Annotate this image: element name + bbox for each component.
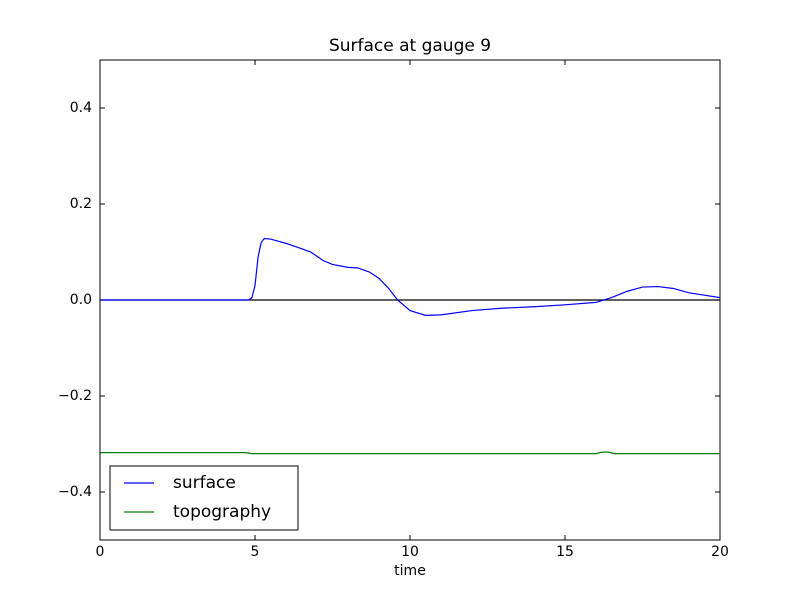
legend-label: surface xyxy=(173,473,236,493)
y-tick-label: 0.4 xyxy=(70,100,92,116)
x-tick-label: 10 xyxy=(401,544,419,560)
x-tick-label: 0 xyxy=(96,544,105,560)
y-tick-label: −0.2 xyxy=(58,388,92,404)
legend-label: topography xyxy=(173,502,271,522)
line-series xyxy=(100,451,720,455)
line-series xyxy=(100,237,721,316)
chart-title: Surface at gauge 9 xyxy=(329,36,491,56)
x-axis-label: time xyxy=(394,563,426,579)
plot-frame xyxy=(99,59,721,541)
y-tick-label: −0.4 xyxy=(58,484,92,500)
x-tick-label: 15 xyxy=(556,544,574,560)
y-tick-label: 0.2 xyxy=(70,196,92,212)
x-tick-label: 20 xyxy=(711,544,729,560)
legend-box xyxy=(109,465,299,531)
x-tick-label: 5 xyxy=(251,544,260,560)
y-tick-label: 0.0 xyxy=(70,292,92,308)
